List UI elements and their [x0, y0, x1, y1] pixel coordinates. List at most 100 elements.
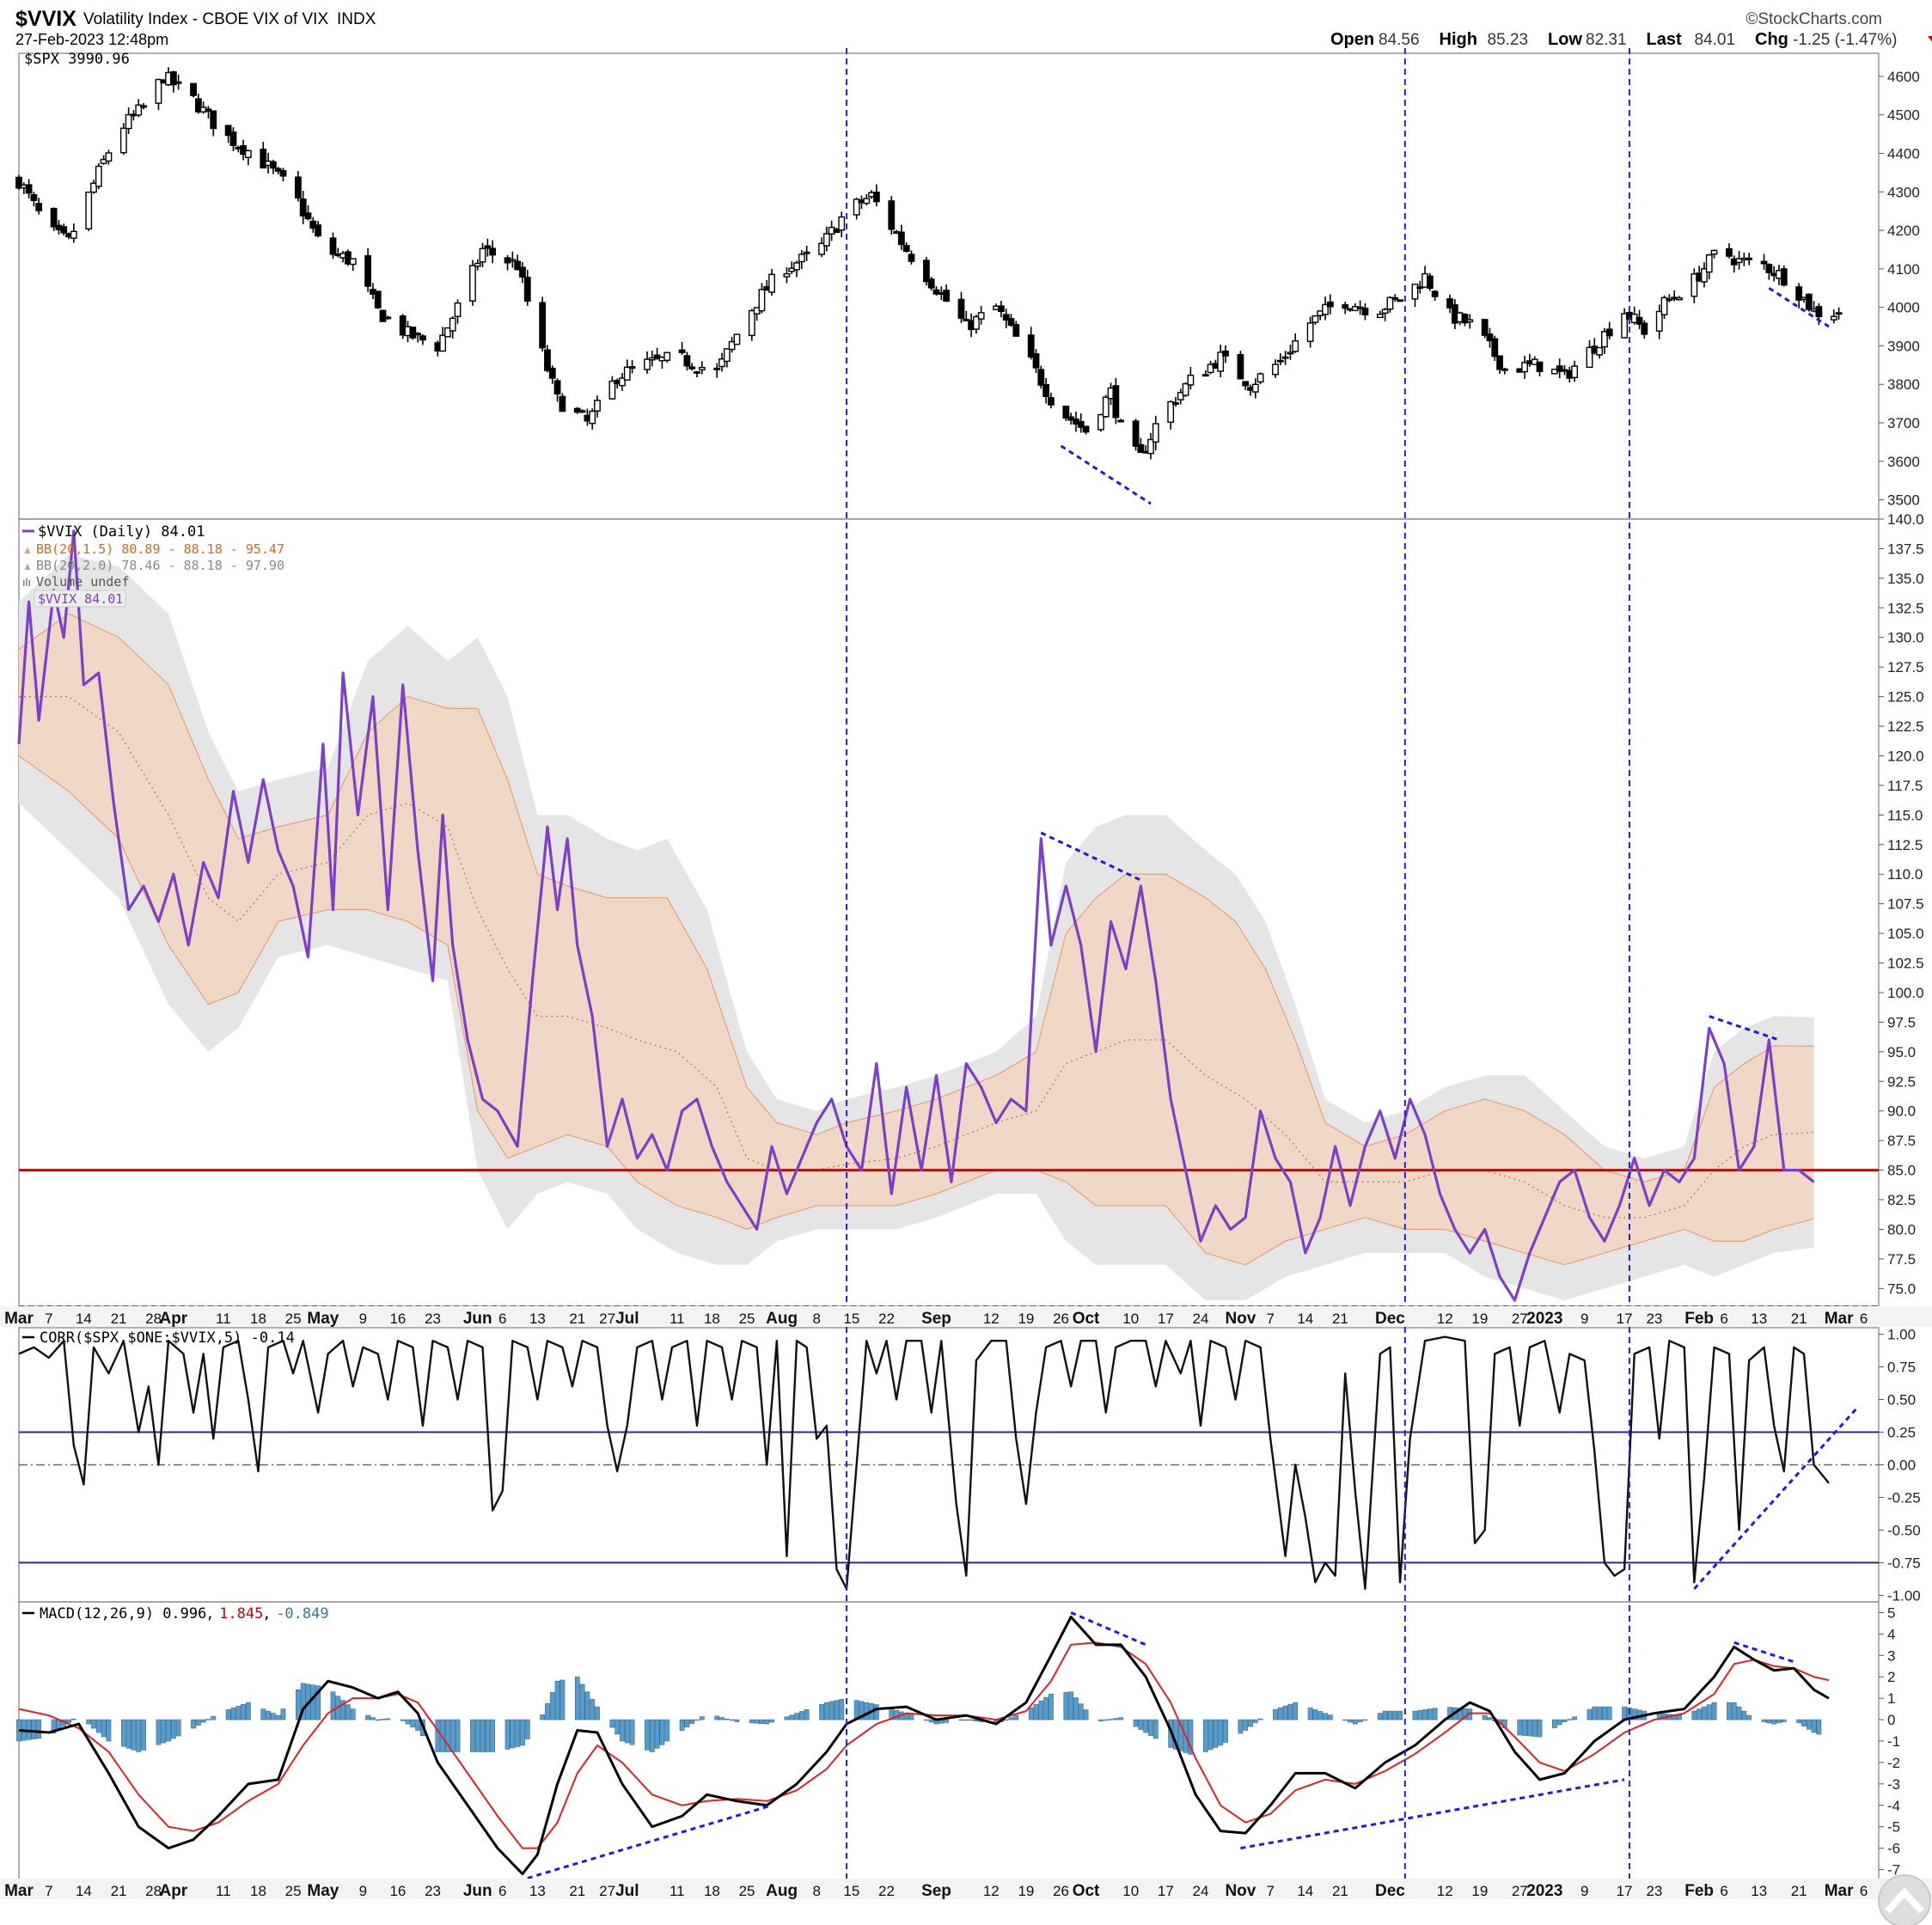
macd-histogram-bar: [1392, 1710, 1398, 1720]
x-tick-label: 12: [983, 1311, 1000, 1327]
macd-histogram-bar: [241, 1703, 246, 1720]
macd-legend-part: 0.996: [162, 1605, 206, 1622]
scroll-top-button[interactable]: [1878, 1874, 1931, 1925]
candle-body: [803, 251, 810, 254]
x-tick-label: 18: [704, 1311, 720, 1327]
macd-histogram-bar: [654, 1719, 660, 1749]
macd-trendline: [1733, 1641, 1794, 1664]
x-tick-label: 27: [1512, 1311, 1528, 1327]
x-tick-label: 21: [111, 1311, 127, 1327]
candle-body: [1276, 359, 1284, 363]
candle-body: [194, 98, 202, 113]
macd-histogram-bar: [26, 1719, 32, 1740]
y-tick-label: 0.00: [1887, 1458, 1916, 1474]
y-tick-label: -2: [1887, 1755, 1900, 1771]
macd-histogram-bar: [574, 1676, 580, 1720]
macd-histogram-bar: [480, 1719, 486, 1752]
macd-histogram-bar: [365, 1714, 371, 1720]
candle-body: [544, 349, 551, 371]
macd-histogram-bar: [540, 1714, 546, 1720]
macd-histogram-bar: [280, 1708, 286, 1720]
candle-body: [1311, 315, 1319, 323]
macd-histogram-bar: [195, 1719, 201, 1726]
macd-histogram-bar: [614, 1719, 621, 1735]
candle-body: [548, 367, 556, 379]
macd-histogram-bar: [1746, 1714, 1752, 1720]
candle-body: [439, 334, 447, 352]
macd-histogram-bar: [620, 1719, 625, 1742]
x-tick-label: 14: [1297, 1883, 1313, 1899]
macd-histogram-bar: [1063, 1692, 1069, 1720]
ohlc-label-open: Open: [1330, 30, 1374, 49]
macd-histogram-bar: [1148, 1719, 1153, 1736]
macd-histogram-bar: [1073, 1697, 1079, 1720]
candle-body: [957, 298, 965, 320]
macd-histogram-bar: [784, 1716, 790, 1720]
macd-histogram-bar: [584, 1691, 590, 1720]
y-tick-label: 112.5: [1887, 837, 1923, 853]
x-tick-label: 7: [45, 1311, 52, 1327]
x-tick-label: 13: [529, 1311, 546, 1327]
x-tick-label: Sep: [921, 1310, 951, 1328]
macd-histogram-bar: [245, 1702, 251, 1720]
macd-histogram-bar: [1252, 1719, 1258, 1723]
y-tick-label: 110.0: [1887, 866, 1923, 883]
x-tick-label: Mar: [1825, 1310, 1854, 1328]
macd-histogram-bar: [101, 1719, 107, 1738]
ohlc-label-chg: Chg: [1755, 30, 1788, 49]
candle-body: [628, 366, 636, 369]
vvix-last-tag: [34, 590, 126, 608]
candle-body: [1067, 416, 1075, 421]
ohlc-label-last: Last: [1647, 30, 1682, 49]
macd-histogram-bar: [1606, 1706, 1612, 1720]
candle-body: [1007, 318, 1015, 327]
candle-body: [1605, 328, 1613, 337]
candle-body: [1571, 365, 1579, 378]
macd-histogram-bar: [385, 1718, 391, 1720]
candle-body: [1411, 284, 1419, 300]
x-tick-label: 16: [389, 1311, 406, 1327]
candle-body: [1795, 286, 1803, 301]
macd-histogram-bar: [1202, 1719, 1208, 1752]
candle-body: [509, 259, 517, 262]
candle-body: [1062, 406, 1070, 419]
macd-histogram-bar: [1776, 1719, 1782, 1724]
y-tick-label: 1.00: [1887, 1327, 1916, 1343]
macd-histogram-bar: [340, 1700, 346, 1720]
candle-body: [888, 200, 896, 230]
candle-body: [963, 318, 970, 321]
candle-body: [798, 254, 805, 263]
macd-legend-sep: ,: [205, 1605, 214, 1622]
macd-histogram-bar: [1432, 1708, 1438, 1720]
macd-histogram-bar: [141, 1719, 146, 1751]
candle-body: [694, 370, 700, 374]
candle-body: [644, 358, 651, 370]
y-tick-label: 130.0: [1887, 630, 1924, 646]
candle-body: [977, 312, 985, 320]
macd-histogram-bar: [1697, 1708, 1703, 1720]
candle-body: [1112, 385, 1120, 419]
candle-body: [1187, 374, 1195, 386]
macd-histogram-bar: [798, 1711, 804, 1720]
x-tick-label: 6: [1720, 1311, 1727, 1327]
candle-body: [932, 289, 940, 295]
macd-histogram-bar: [1622, 1706, 1628, 1720]
candle-body: [1655, 310, 1663, 332]
y-tick-label: -5: [1887, 1819, 1900, 1836]
macd-histogram-bar: [1532, 1719, 1538, 1737]
y-tick-label: 75.0: [1887, 1280, 1916, 1297]
macd-legend-part: MACD(12,26,9): [40, 1605, 154, 1622]
candle-body: [1322, 303, 1329, 315]
macd-signal-line: [18, 1641, 1830, 1849]
x-axis-band-0: [0, 1306, 1932, 1327]
macd-histogram-bar: [590, 1699, 596, 1720]
candle-body: [35, 203, 43, 211]
y-tick-label: 0: [1887, 1712, 1895, 1728]
scroll-top-circle[interactable]: [1878, 1874, 1931, 1925]
macd-histogram-bar: [524, 1719, 530, 1739]
candle-body: [1386, 296, 1394, 310]
macd-histogram-bar: [554, 1680, 560, 1720]
macd-histogram-bar: [1412, 1710, 1418, 1720]
ohlc-value-chg: -1.25 (-1.47%): [1793, 31, 1897, 49]
candle-body: [1132, 420, 1140, 447]
